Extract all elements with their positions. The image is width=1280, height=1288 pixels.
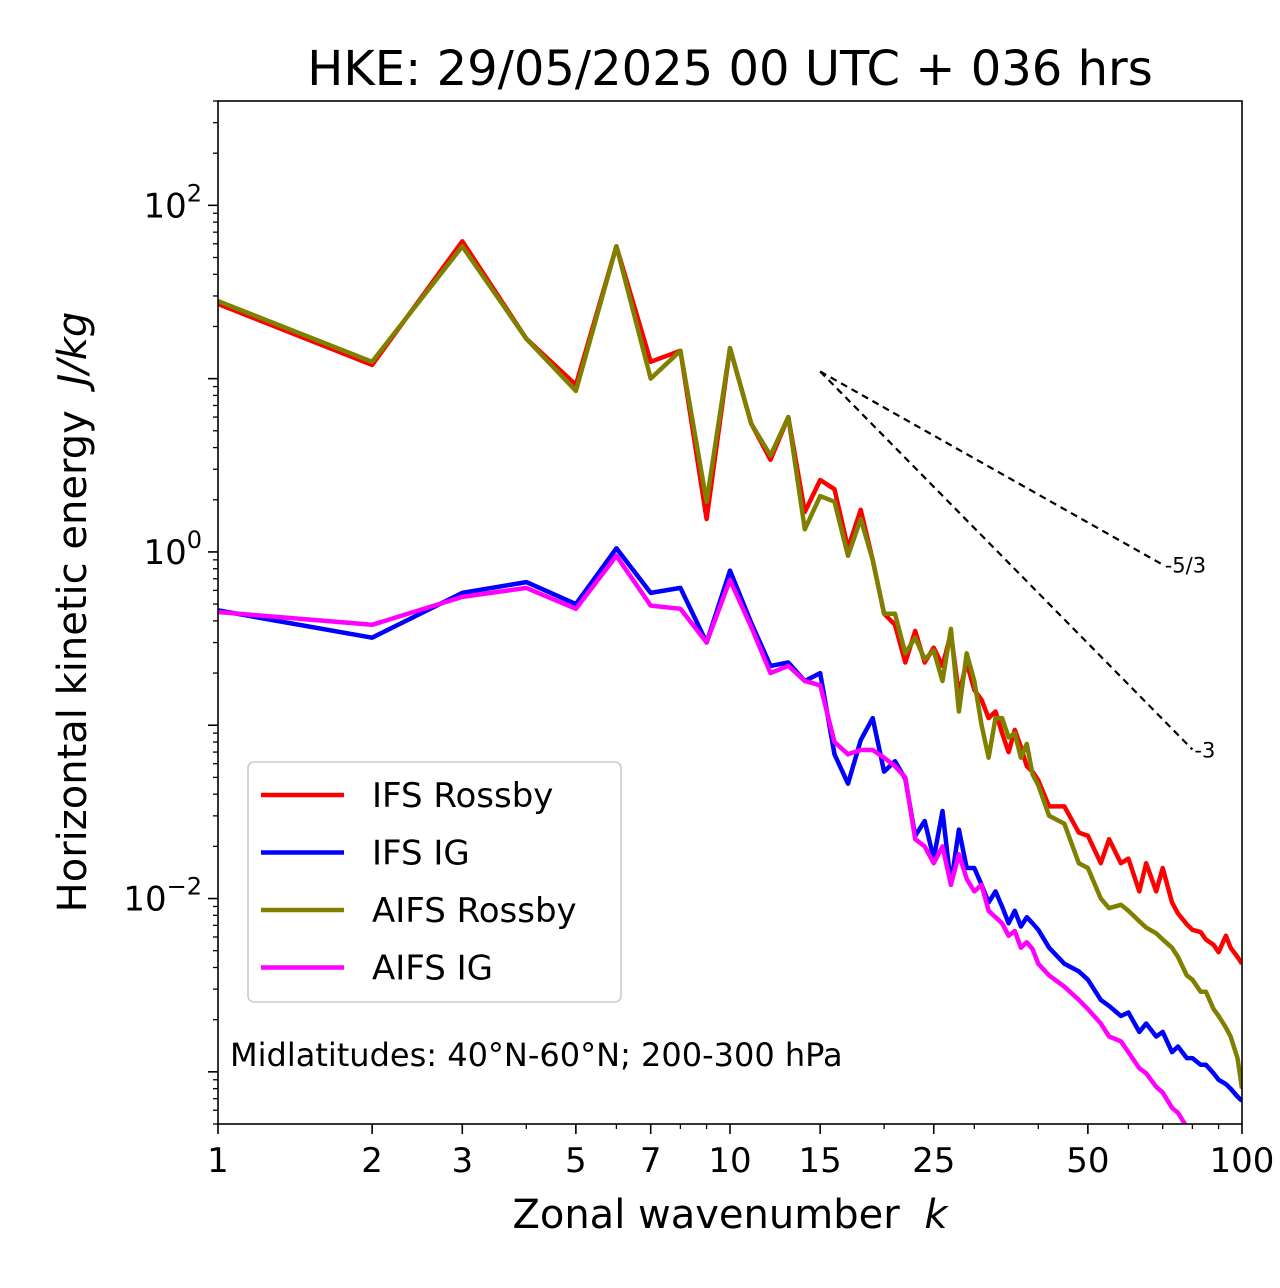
reference-label-slope-3: -3 (1194, 738, 1215, 762)
x-tick-label: 2 (361, 1141, 383, 1181)
y-tick-label: 102 (143, 179, 202, 226)
legend-item-ifs-ig: IFS IG (261, 834, 470, 874)
x-tick-label: 10 (708, 1141, 751, 1181)
x-tick-label: 1 (207, 1141, 229, 1181)
legend-items: IFS Rossby IFS IG AIFS Rossby AIFS IG (261, 776, 577, 989)
legend-item-aifs-rossby: AIFS Rossby (261, 891, 577, 931)
legend-label: AIFS Rossby (372, 891, 577, 931)
x-tick-label: 3 (451, 1141, 473, 1181)
x-axis-label: Zonal wavenumber (512, 1192, 900, 1238)
series-line-aifs-rossby (218, 244, 1242, 1089)
legend-label: AIFS IG (372, 949, 493, 989)
y-tick-label: 10−2 (123, 873, 202, 920)
reference-label-slope-5-3: -5/3 (1165, 554, 1206, 578)
reference-line-slope-3 (819, 370, 1194, 751)
legend-label: IFS Rossby (372, 776, 553, 816)
legend-box (247, 761, 622, 1003)
y-tick-label: 100 (143, 526, 202, 573)
y-axis-units: J/kg (50, 312, 96, 393)
legend-item-aifs-ig: AIFS IG (261, 949, 493, 989)
x-tick-label: 5 (565, 1141, 587, 1181)
y-axis-label: Horizontal kinetic energy (50, 410, 96, 912)
legend: IFS Rossby IFS IG AIFS Rossby AIFS IG (247, 761, 622, 1003)
chart-title: HKE: 29/05/2025 00 UTC + 036 hrs (307, 41, 1153, 97)
legend-item-ifs-rossby: IFS Rossby (261, 776, 553, 816)
region-annotation: Midlatitudes: 40°N-60°N; 200-300 hPa (230, 1036, 843, 1074)
reference-line-slope-5-3 (819, 370, 1164, 566)
y-axis-title: Horizontal kinetic energy J/kg (50, 312, 96, 913)
x-tick-label: 50 (1066, 1141, 1109, 1181)
x-tick-label: 15 (799, 1141, 842, 1181)
x-axis-variable: k (924, 1192, 949, 1238)
axis-ticks: 1 2 3 5 7 10 15 25 50 100 10−2 100 102 (123, 100, 1275, 1181)
x-tick-label: 25 (912, 1141, 955, 1181)
x-tick-label: 7 (640, 1141, 662, 1181)
legend-label: IFS IG (372, 834, 470, 874)
x-axis-title: Zonal wavenumber k (512, 1192, 949, 1238)
series-line-aifs-ig (218, 553, 1188, 1124)
reference-slope-layer: -5/3 -3 (819, 370, 1215, 762)
x-tick-label: 100 (1210, 1141, 1275, 1181)
series-layer (218, 239, 1242, 1124)
